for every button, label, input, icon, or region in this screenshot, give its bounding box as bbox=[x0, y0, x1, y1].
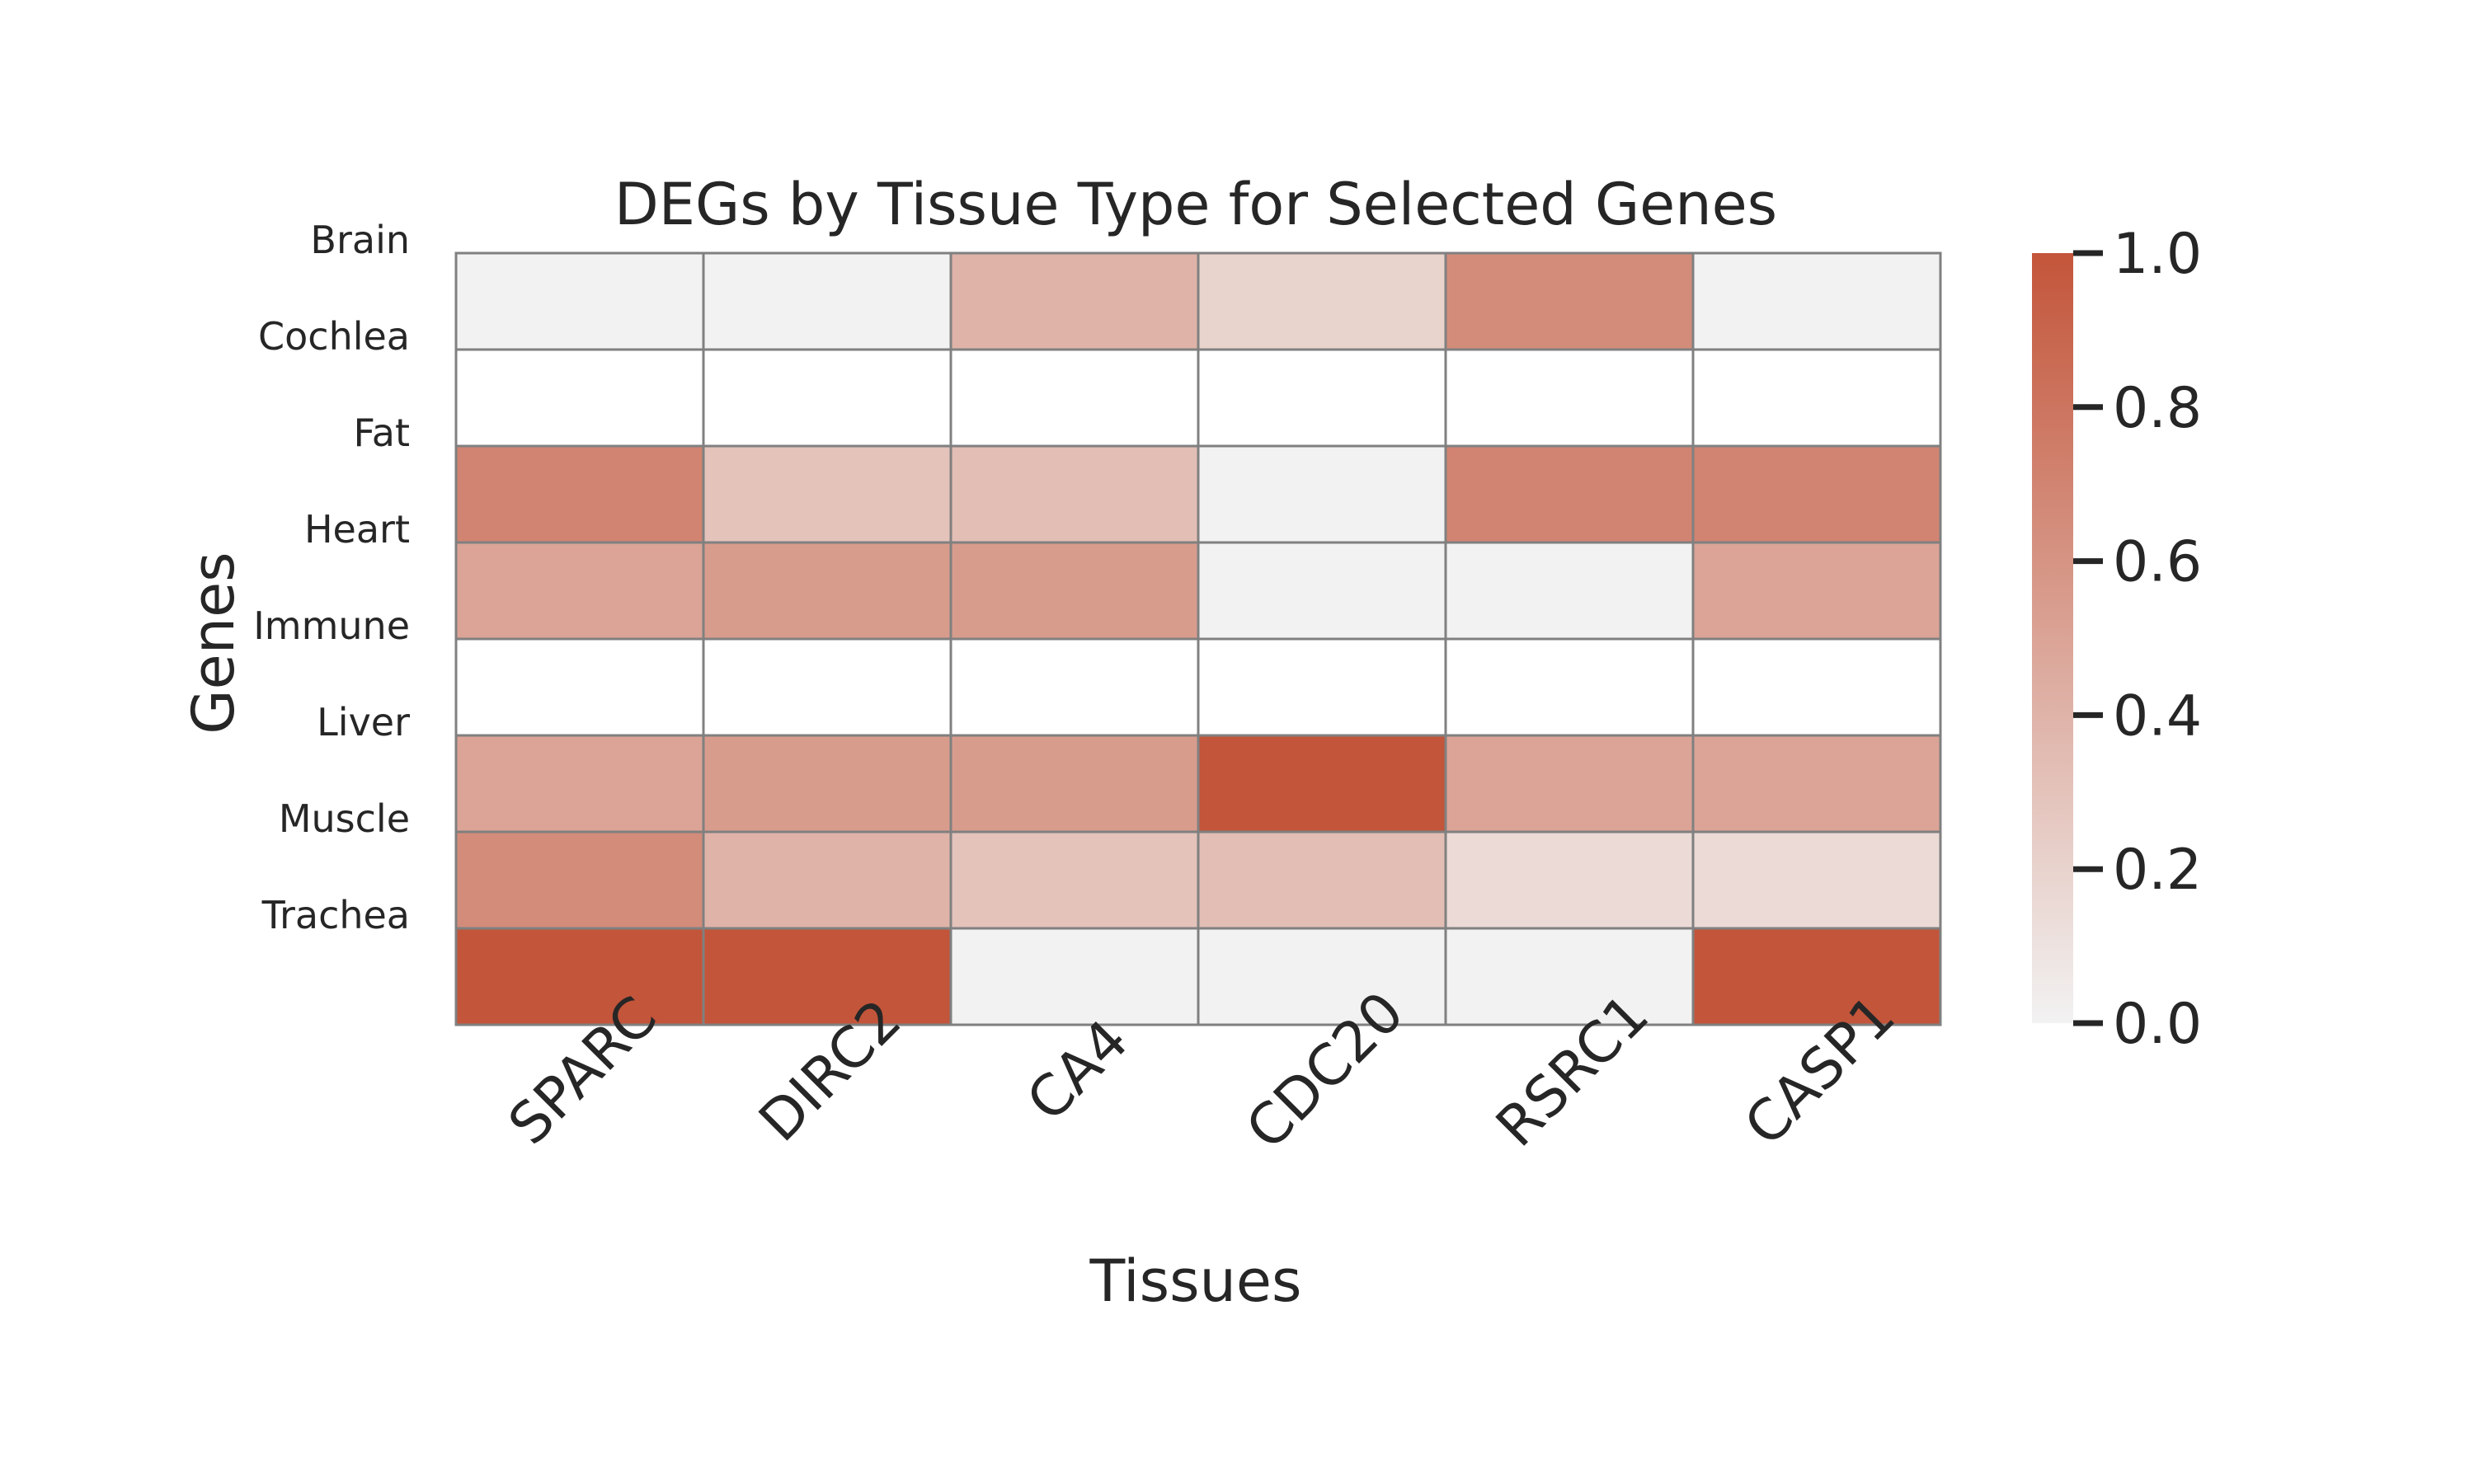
heatmap-cell-fat-rsrc1 bbox=[1444, 444, 1695, 544]
colorbar-tick-label: 0.8 bbox=[2113, 376, 2202, 441]
heatmap-cell-cochlea-ca4 bbox=[949, 348, 1200, 448]
heatmap-cell-liver-dirc2 bbox=[702, 734, 952, 834]
heatmap-cell-heart-cdc20 bbox=[1197, 541, 1447, 641]
heatmap-cell-fat-dirc2 bbox=[702, 444, 952, 544]
heatmap-cell-trachea-ca4 bbox=[949, 927, 1200, 1026]
column-label-ca4: CA4 bbox=[1015, 1008, 1141, 1134]
row-label-muscle: Muscle bbox=[279, 796, 410, 841]
heatmap-cell-liver-rsrc1 bbox=[1444, 734, 1695, 834]
heatmap-cell-immune-dirc2 bbox=[702, 637, 952, 737]
chart-title: DEGs by Tissue Type for Selected Genes bbox=[614, 171, 1777, 238]
row-label-trachea: Trachea bbox=[261, 893, 410, 937]
row-label-heart: Heart bbox=[304, 507, 410, 552]
heatmap-cell-trachea-dirc2 bbox=[702, 927, 952, 1026]
heatmap-cell-brain-ca4 bbox=[949, 251, 1200, 351]
heatmap-cell-immune-cdc20 bbox=[1197, 637, 1447, 737]
colorbar-tick-label: 0.2 bbox=[2113, 838, 2202, 903]
heatmap-cell-brain-sparc bbox=[454, 251, 705, 351]
row-label-immune: Immune bbox=[253, 603, 410, 648]
heatmap-cell-trachea-casp1 bbox=[1691, 927, 1942, 1026]
y-axis-label: Genes bbox=[180, 552, 247, 734]
heatmap-cell-heart-rsrc1 bbox=[1444, 541, 1695, 641]
heatmap-cell-liver-casp1 bbox=[1691, 734, 1942, 834]
heatmap-cell-fat-sparc bbox=[454, 444, 705, 544]
heatmap-cell-immune-ca4 bbox=[949, 637, 1200, 737]
heatmap-cell-muscle-cdc20 bbox=[1197, 830, 1447, 930]
row-label-liver: Liver bbox=[317, 700, 410, 744]
heatmap-cell-heart-sparc bbox=[454, 541, 705, 641]
heatmap-cell-brain-dirc2 bbox=[702, 251, 952, 351]
colorbar-tick-label: 0.6 bbox=[2113, 530, 2202, 595]
heatmap-cell-muscle-ca4 bbox=[949, 830, 1200, 930]
row-label-cochlea: Cochlea bbox=[258, 314, 410, 359]
heatmap-cell-fat-casp1 bbox=[1691, 444, 1942, 544]
heatmap-cell-muscle-dirc2 bbox=[702, 830, 952, 930]
heatmap-cell-liver-ca4 bbox=[949, 734, 1200, 834]
colorbar-tick-label: 0.4 bbox=[2113, 683, 2202, 749]
heatmap-cell-brain-rsrc1 bbox=[1444, 251, 1695, 351]
heatmap-cell-heart-casp1 bbox=[1691, 541, 1942, 641]
colorbar-gradient bbox=[2032, 253, 2073, 1023]
heatmap-cells bbox=[454, 251, 1942, 1026]
heatmap-cell-muscle-casp1 bbox=[1691, 830, 1942, 930]
colorbar-tick-label: 0.0 bbox=[2113, 992, 2202, 1057]
heatmap-cell-immune-rsrc1 bbox=[1444, 637, 1695, 737]
heatmap-cell-heart-ca4 bbox=[949, 541, 1200, 641]
heatmap-cell-trachea-rsrc1 bbox=[1444, 927, 1695, 1026]
heatmap-cell-cochlea-casp1 bbox=[1691, 348, 1942, 448]
colorbar: 0.0 0.2 0.4 0.6 0.8 1.0 bbox=[2032, 222, 2202, 1057]
row-label-fat: Fat bbox=[354, 411, 410, 455]
colorbar-tick-label: 1.0 bbox=[2113, 222, 2202, 287]
heatmap-cell-immune-casp1 bbox=[1691, 637, 1942, 737]
heatmap-cell-fat-cdc20 bbox=[1197, 444, 1447, 544]
heatmap-cell-trachea-cdc20 bbox=[1197, 927, 1447, 1026]
heatmap-cell-muscle-rsrc1 bbox=[1444, 830, 1695, 930]
heatmap-cell-trachea-sparc bbox=[454, 927, 705, 1026]
x-axis-label: Tissues bbox=[1089, 1247, 1302, 1315]
heatmap-cell-brain-cdc20 bbox=[1197, 251, 1447, 351]
heatmap-cell-liver-cdc20 bbox=[1197, 734, 1447, 834]
heatmap-cell-cochlea-sparc bbox=[454, 348, 705, 448]
row-labels: Brain Cochlea Fat Heart Immune Liver Muscle Tra… bbox=[253, 218, 410, 937]
heatmap-cell-heart-dirc2 bbox=[702, 541, 952, 641]
heatmap-cell-cochlea-cdc20 bbox=[1197, 348, 1447, 448]
heatmap-cell-immune-sparc bbox=[454, 637, 705, 737]
heatmap-cell-muscle-sparc bbox=[454, 830, 705, 930]
heatmap-cell-cochlea-rsrc1 bbox=[1444, 348, 1695, 448]
heatmap-cell-brain-casp1 bbox=[1691, 251, 1942, 351]
heatmap-cell-liver-sparc bbox=[454, 734, 705, 834]
row-label-brain: Brain bbox=[310, 218, 410, 262]
heatmap-cell-fat-ca4 bbox=[949, 444, 1200, 544]
heatmap-cell-cochlea-dirc2 bbox=[702, 348, 952, 448]
